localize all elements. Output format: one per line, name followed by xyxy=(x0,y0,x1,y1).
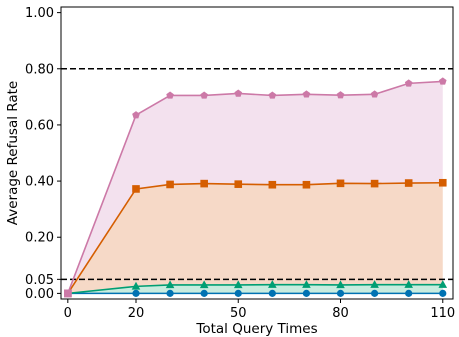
series-1-point-7 xyxy=(303,90,311,97)
y-tick-label: 0.40 xyxy=(25,175,54,190)
x-tick-label: 0 xyxy=(64,306,72,321)
y-tick-label: 1.00 xyxy=(25,6,54,21)
y-tick-label: 0.60 xyxy=(25,118,54,133)
series-2-point-11 xyxy=(439,179,447,187)
x-tick-label: 110 xyxy=(430,306,455,321)
series-1-point-10 xyxy=(405,79,413,86)
series-2-point-9 xyxy=(371,180,379,188)
y-axis-ticks: 0.000.05 0.20 0.40 0.60 0.80 1.00 xyxy=(25,6,61,302)
y-tick-label: 0.80 xyxy=(25,62,54,77)
series-4-point-9 xyxy=(371,290,378,297)
series-1-point-11 xyxy=(439,77,447,84)
series-1-point-5 xyxy=(234,89,242,96)
x-tick-label: 50 xyxy=(230,306,247,321)
series-4-point-3 xyxy=(166,290,173,297)
series-2-point-8 xyxy=(337,180,345,188)
series-4-point-4 xyxy=(201,290,208,297)
series-4-point-8 xyxy=(337,290,344,297)
y-axis-title: Average Refusal Rate xyxy=(5,81,21,225)
series-1-point-8 xyxy=(337,91,345,98)
x-axis-title: Total Query Times xyxy=(195,321,317,337)
series-4-point-11 xyxy=(439,290,446,297)
series-2-point-6 xyxy=(269,181,277,189)
x-tick-label: 20 xyxy=(128,306,145,321)
series-2-point-3 xyxy=(166,181,174,189)
series-fill-areas xyxy=(68,81,443,293)
series-4-point-2 xyxy=(132,290,139,297)
series-4-point-7 xyxy=(303,290,310,297)
series-1-point-9 xyxy=(371,90,379,97)
series-4-point-10 xyxy=(405,290,412,297)
series-2-point-10 xyxy=(405,179,413,187)
series-1-point-2 xyxy=(132,111,140,118)
y-tick-label: 0.05 xyxy=(25,273,54,288)
y-tick-label: 0.00 xyxy=(25,287,54,302)
x-axis-ticks: 0 20 50 80 110 xyxy=(64,299,456,321)
series-4-point-5 xyxy=(235,290,242,297)
y-tick-label: 0.20 xyxy=(25,231,54,246)
series-2-point-7 xyxy=(303,181,311,189)
series-1-point-4 xyxy=(200,91,208,98)
series-1-point-3 xyxy=(166,91,174,98)
series-1-point-6 xyxy=(269,91,277,98)
series-2-point-4 xyxy=(200,180,208,188)
series-1-point-1 xyxy=(64,290,72,298)
series-4-point-6 xyxy=(269,290,276,297)
series-2-point-5 xyxy=(234,180,242,188)
x-tick-label: 80 xyxy=(332,306,349,321)
series-2-point-2 xyxy=(132,185,140,193)
